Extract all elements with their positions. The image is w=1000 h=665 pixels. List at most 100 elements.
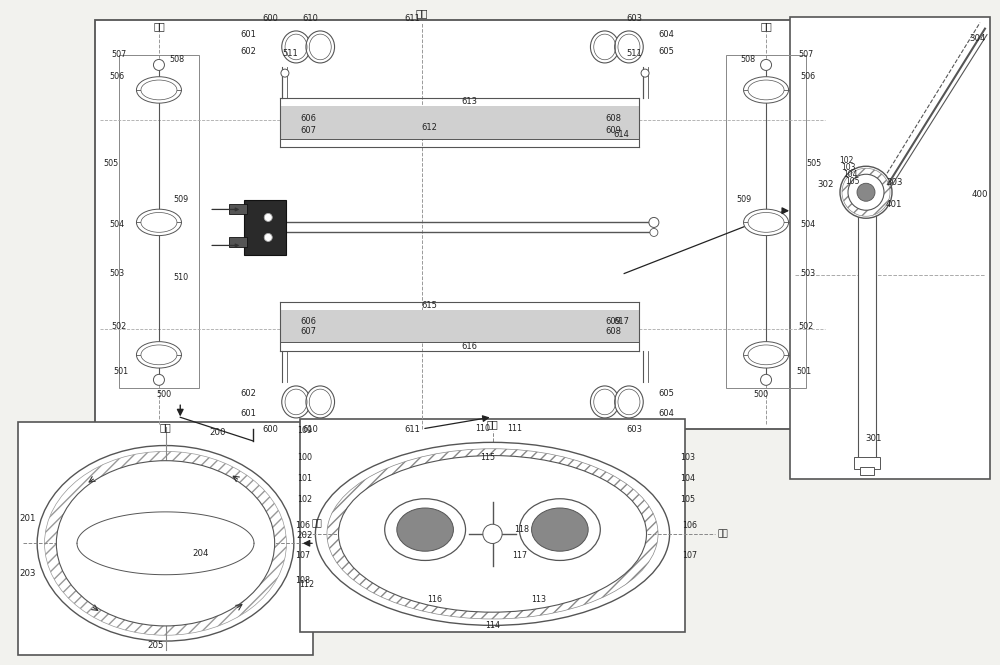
Bar bbox=[95, 20, 830, 429]
Text: 614: 614 bbox=[613, 130, 629, 139]
Ellipse shape bbox=[141, 345, 177, 364]
Ellipse shape bbox=[590, 31, 619, 63]
Text: 中线: 中线 bbox=[487, 419, 498, 429]
Text: 106: 106 bbox=[682, 521, 697, 530]
Text: 118: 118 bbox=[514, 525, 530, 534]
Text: 616: 616 bbox=[462, 342, 478, 351]
Text: 506: 506 bbox=[800, 72, 816, 81]
Text: 502: 502 bbox=[111, 322, 127, 331]
Text: 607: 607 bbox=[300, 126, 316, 135]
Text: 617: 617 bbox=[613, 317, 629, 326]
Bar bbox=[300, 419, 685, 632]
Text: 605: 605 bbox=[659, 390, 675, 398]
Text: 113: 113 bbox=[531, 595, 546, 604]
Ellipse shape bbox=[748, 80, 784, 100]
Ellipse shape bbox=[141, 213, 177, 232]
Text: 507: 507 bbox=[798, 51, 814, 59]
Text: 205: 205 bbox=[147, 640, 164, 650]
Text: 中线: 中线 bbox=[760, 21, 772, 31]
Text: 204: 204 bbox=[192, 549, 209, 558]
Ellipse shape bbox=[306, 31, 335, 63]
Text: 611: 611 bbox=[404, 15, 420, 23]
Circle shape bbox=[761, 59, 772, 70]
Ellipse shape bbox=[338, 456, 646, 612]
Ellipse shape bbox=[519, 499, 600, 561]
Text: 505: 505 bbox=[806, 158, 822, 168]
Text: 103: 103 bbox=[842, 163, 856, 172]
Text: 103: 103 bbox=[680, 453, 695, 462]
Circle shape bbox=[650, 229, 658, 237]
Ellipse shape bbox=[385, 499, 466, 561]
Ellipse shape bbox=[840, 166, 892, 218]
Ellipse shape bbox=[615, 386, 643, 418]
Text: 304: 304 bbox=[970, 34, 986, 43]
Text: 600: 600 bbox=[262, 426, 278, 434]
Bar bbox=[119, 55, 199, 388]
Text: 110: 110 bbox=[475, 424, 490, 434]
Text: 中线: 中线 bbox=[311, 519, 322, 528]
Text: 601: 601 bbox=[240, 410, 256, 418]
Bar bbox=[860, 467, 874, 475]
Ellipse shape bbox=[748, 213, 784, 232]
Circle shape bbox=[281, 69, 289, 77]
Text: 609: 609 bbox=[605, 126, 621, 135]
Text: 613: 613 bbox=[462, 97, 478, 106]
Text: 509: 509 bbox=[173, 196, 189, 204]
Text: 200: 200 bbox=[209, 428, 226, 437]
Text: 104: 104 bbox=[844, 170, 858, 179]
Text: 604: 604 bbox=[659, 410, 675, 418]
Circle shape bbox=[641, 69, 649, 77]
Ellipse shape bbox=[136, 76, 181, 103]
Bar bbox=[726, 55, 806, 388]
Text: 111: 111 bbox=[507, 424, 522, 434]
Bar bbox=[790, 17, 990, 479]
Text: 508: 508 bbox=[740, 55, 756, 65]
Ellipse shape bbox=[857, 184, 875, 201]
Text: 602: 602 bbox=[240, 390, 256, 398]
Circle shape bbox=[153, 374, 164, 385]
Text: 503: 503 bbox=[109, 269, 125, 278]
Text: 106: 106 bbox=[295, 521, 310, 530]
Bar bbox=[229, 237, 247, 247]
Text: 611: 611 bbox=[404, 426, 420, 434]
Text: 500: 500 bbox=[156, 390, 172, 400]
Text: 501: 501 bbox=[796, 367, 812, 376]
Circle shape bbox=[264, 213, 272, 221]
Text: 107: 107 bbox=[295, 551, 310, 560]
Ellipse shape bbox=[282, 31, 310, 63]
Text: 602: 602 bbox=[240, 47, 256, 57]
Text: 615: 615 bbox=[422, 301, 437, 311]
Text: 608: 608 bbox=[605, 327, 621, 336]
Text: 504: 504 bbox=[109, 220, 125, 229]
Text: 401: 401 bbox=[886, 200, 902, 209]
Text: 117: 117 bbox=[512, 551, 528, 560]
Text: 501: 501 bbox=[113, 367, 129, 376]
Ellipse shape bbox=[56, 461, 275, 626]
Text: 中线: 中线 bbox=[160, 422, 171, 432]
Ellipse shape bbox=[744, 209, 789, 235]
Text: 601: 601 bbox=[240, 31, 256, 39]
Text: 115: 115 bbox=[480, 453, 495, 462]
Text: 612: 612 bbox=[422, 123, 437, 132]
Text: 511: 511 bbox=[627, 49, 642, 58]
Circle shape bbox=[483, 524, 502, 543]
Ellipse shape bbox=[744, 76, 789, 103]
Text: 502: 502 bbox=[798, 322, 814, 331]
Text: 500: 500 bbox=[753, 390, 769, 400]
Text: 610: 610 bbox=[302, 15, 318, 23]
Ellipse shape bbox=[532, 508, 588, 551]
Text: 609: 609 bbox=[605, 317, 621, 326]
Bar bbox=[18, 422, 313, 655]
Text: 509: 509 bbox=[736, 196, 752, 204]
Text: 400: 400 bbox=[972, 190, 988, 199]
Text: 112: 112 bbox=[299, 581, 314, 589]
Ellipse shape bbox=[848, 174, 884, 210]
Text: 606: 606 bbox=[300, 317, 316, 326]
Text: 109: 109 bbox=[297, 426, 312, 436]
Circle shape bbox=[264, 233, 272, 241]
Bar bbox=[280, 106, 639, 138]
Ellipse shape bbox=[306, 386, 335, 418]
Ellipse shape bbox=[590, 386, 619, 418]
Text: 100: 100 bbox=[297, 453, 312, 462]
Text: 104: 104 bbox=[680, 474, 695, 483]
